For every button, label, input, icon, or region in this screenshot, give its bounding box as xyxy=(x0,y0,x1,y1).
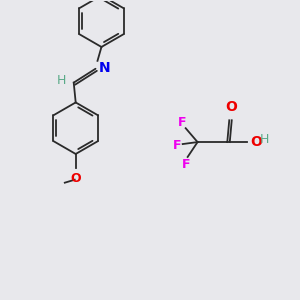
Text: H: H xyxy=(260,133,269,146)
Text: O: O xyxy=(225,100,237,114)
Text: N: N xyxy=(98,61,110,75)
Text: F: F xyxy=(182,158,190,171)
Text: O: O xyxy=(250,135,262,149)
Text: F: F xyxy=(178,116,186,129)
Text: H: H xyxy=(57,74,67,87)
Text: F: F xyxy=(172,139,181,152)
Text: O: O xyxy=(70,172,81,185)
